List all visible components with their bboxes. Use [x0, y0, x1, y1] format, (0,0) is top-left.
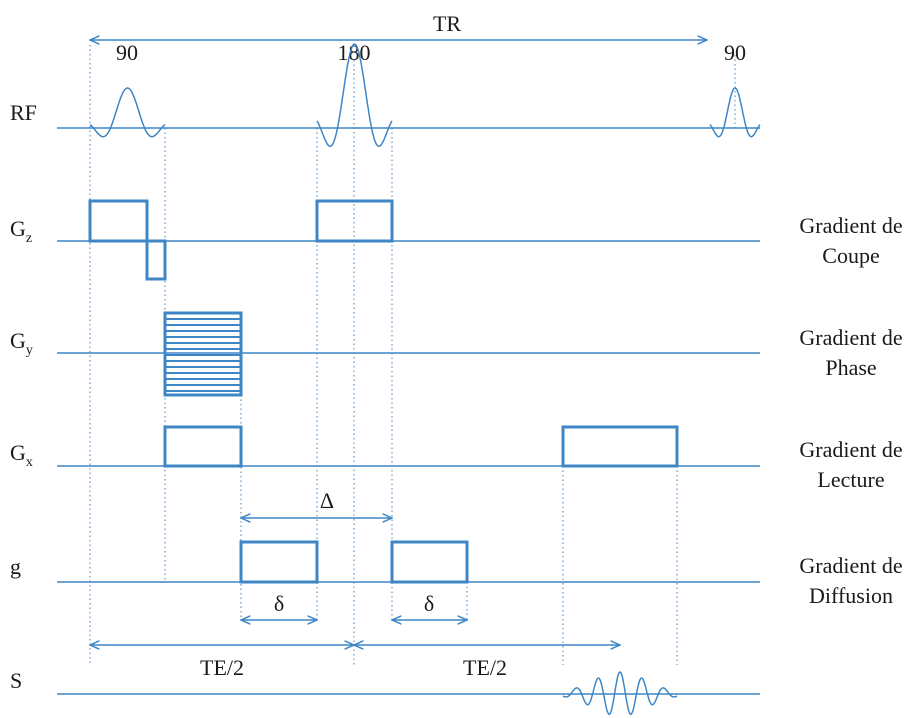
- g-desc-line2: Diffusion: [809, 583, 893, 608]
- pulse-90-start-label: 90: [116, 40, 138, 65]
- gx-desc-line1: Gradient de: [799, 437, 902, 462]
- gz-row: Gz Gradient de Coupe: [10, 199, 903, 281]
- gz-rephase-lobe: [145, 239, 167, 281]
- g-desc-line1: Gradient de: [799, 553, 902, 578]
- big-delta-interval: Δ: [241, 488, 392, 518]
- gx-label: Gx: [10, 440, 33, 470]
- gz-slice-select-lobe: [88, 199, 149, 243]
- big-delta-label: Δ: [320, 488, 334, 513]
- gz-desc-line1: Gradient de: [799, 213, 902, 238]
- s-row: S: [10, 668, 760, 716]
- small-delta-intervals: δ δ: [241, 591, 467, 620]
- gy-label: Gy: [10, 328, 33, 358]
- delta-2-label: δ: [424, 591, 434, 616]
- tr-interval: TR: [90, 11, 707, 40]
- gy-desc-line1: Gradient de: [799, 325, 902, 350]
- gx-readout-lobe: [561, 425, 679, 468]
- gy-desc-line2: Phase: [825, 355, 876, 380]
- rf-pulse-180: [316, 43, 393, 147]
- gz-label: Gz: [10, 216, 32, 246]
- rf-label: RF: [10, 100, 37, 125]
- s-label: S: [10, 668, 22, 693]
- diffusion-lobe-2: [390, 540, 469, 584]
- gy-phase-encode-steps: [165, 318, 241, 392]
- te-half-2-label: TE/2: [463, 655, 507, 680]
- g-row: g Gradient de Diffusion: [10, 540, 903, 608]
- echo-signal: [562, 671, 678, 716]
- delta-1-label: δ: [274, 591, 284, 616]
- te-half-1-label: TE/2: [200, 655, 244, 680]
- gx-desc-line2: Lecture: [817, 467, 884, 492]
- g-label: g: [10, 554, 21, 579]
- rf-pulse-90: [89, 87, 166, 138]
- gx-row: Gx Gradient de Lecture: [10, 425, 903, 492]
- rf-pulse-90-end: [709, 87, 761, 138]
- gz-180-slice-lobe: [315, 199, 394, 243]
- gz-desc-line2: Coupe: [822, 243, 879, 268]
- diffusion-lobe-1: [239, 540, 319, 584]
- rf-row: RF: [10, 43, 761, 147]
- pulse-90-end-label: 90: [724, 40, 746, 65]
- gx-dephase-lobe: [163, 425, 243, 468]
- tr-label: TR: [433, 11, 461, 36]
- te-intervals: TE/2 TE/2: [90, 645, 620, 680]
- gy-row: Gy Gradient de Phase: [10, 311, 903, 397]
